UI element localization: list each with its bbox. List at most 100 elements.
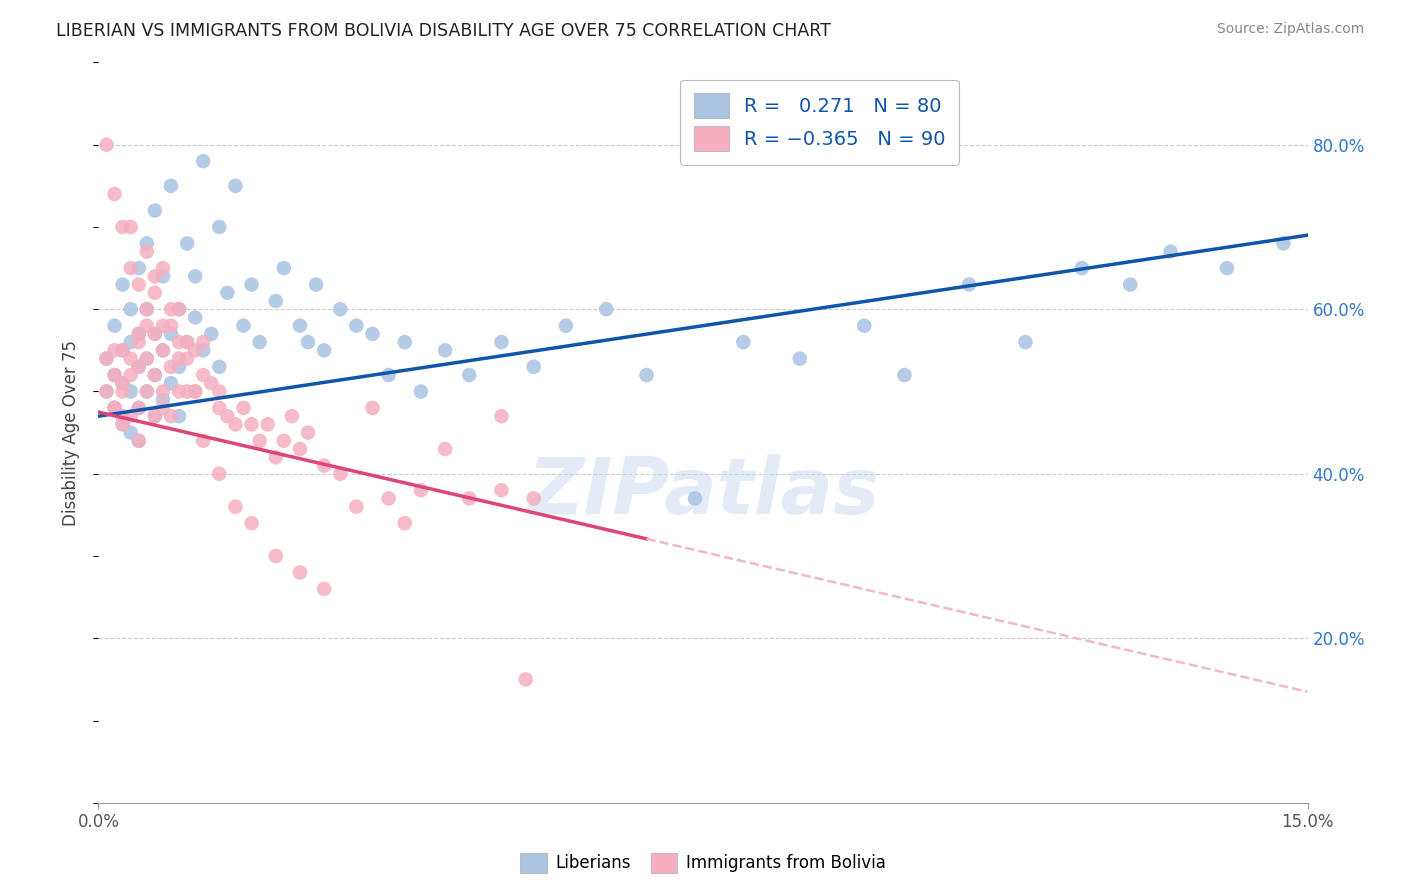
Point <box>128 277 150 292</box>
Point <box>176 236 198 251</box>
Point <box>288 318 311 333</box>
Point <box>111 376 134 391</box>
Point <box>297 425 319 440</box>
Point <box>167 302 190 317</box>
Point <box>249 434 271 448</box>
Point <box>152 384 174 399</box>
Point <box>167 302 190 317</box>
Point <box>491 409 513 424</box>
Point <box>1160 244 1182 259</box>
Point <box>135 318 157 333</box>
Point <box>789 351 811 366</box>
Point <box>240 516 263 530</box>
Point <box>281 409 304 424</box>
Point <box>152 343 174 358</box>
Point <box>128 401 150 415</box>
Point <box>523 359 546 374</box>
Point <box>176 384 198 399</box>
Point <box>128 359 150 374</box>
Point <box>305 277 328 292</box>
Point <box>515 673 537 687</box>
Y-axis label: Disability Age Over 75: Disability Age Over 75 <box>62 340 80 525</box>
Point <box>1119 277 1142 292</box>
Point <box>232 401 254 415</box>
Point <box>1216 261 1239 276</box>
Point <box>103 401 125 415</box>
Point <box>111 417 134 432</box>
Point <box>96 384 118 399</box>
Point <box>224 417 246 432</box>
Point <box>193 434 215 448</box>
Point <box>344 318 367 333</box>
Point <box>152 392 174 407</box>
Point <box>167 335 190 350</box>
Point <box>103 343 125 358</box>
Point <box>167 409 190 424</box>
Point <box>184 343 207 358</box>
Point <box>128 434 150 448</box>
Point <box>176 335 198 350</box>
Point <box>111 417 134 432</box>
Point <box>208 359 231 374</box>
Point <box>264 549 287 563</box>
Point <box>184 384 207 399</box>
Point <box>96 384 118 399</box>
Point <box>595 302 617 317</box>
Point <box>120 335 142 350</box>
Point <box>224 500 246 514</box>
Point <box>160 178 183 193</box>
Point <box>193 368 215 382</box>
Point <box>135 244 157 259</box>
Point <box>103 401 125 415</box>
Point <box>240 417 263 432</box>
Point <box>297 335 319 350</box>
Point <box>957 277 980 292</box>
Point <box>128 261 150 276</box>
Point <box>103 401 125 415</box>
Point <box>152 269 174 284</box>
Point <box>160 409 183 424</box>
Point <box>135 384 157 399</box>
Point <box>135 302 157 317</box>
Point <box>329 467 352 481</box>
Point <box>120 384 142 399</box>
Point <box>491 335 513 350</box>
Point <box>120 351 142 366</box>
Text: ZIPatlas: ZIPatlas <box>527 454 879 530</box>
Point <box>224 178 246 193</box>
Point <box>111 343 134 358</box>
Point <box>200 376 222 391</box>
Point <box>152 343 174 358</box>
Point <box>96 351 118 366</box>
Point <box>128 434 150 448</box>
Point <box>240 277 263 292</box>
Point <box>143 269 166 284</box>
Point <box>160 326 183 341</box>
Point <box>167 384 190 399</box>
Text: LIBERIAN VS IMMIGRANTS FROM BOLIVIA DISABILITY AGE OVER 75 CORRELATION CHART: LIBERIAN VS IMMIGRANTS FROM BOLIVIA DISA… <box>56 22 831 40</box>
Point <box>458 368 481 382</box>
Point <box>377 491 399 506</box>
Point <box>193 154 215 169</box>
Point <box>135 302 157 317</box>
Point <box>249 335 271 350</box>
Point <box>103 318 125 333</box>
Point <box>167 359 190 374</box>
Point <box>491 483 513 498</box>
Point <box>96 351 118 366</box>
Point <box>434 343 457 358</box>
Point <box>96 137 118 152</box>
Point <box>361 401 384 415</box>
Point <box>160 376 183 391</box>
Point <box>409 384 432 399</box>
Point <box>143 368 166 382</box>
Point <box>143 203 166 218</box>
Point <box>143 285 166 300</box>
Point <box>208 384 231 399</box>
Point <box>893 368 915 382</box>
Point <box>176 335 198 350</box>
Point <box>111 277 134 292</box>
Point <box>143 368 166 382</box>
Legend: R =   0.271   N = 80, R = −0.365   N = 90: R = 0.271 N = 80, R = −0.365 N = 90 <box>681 79 959 164</box>
Point <box>160 359 183 374</box>
